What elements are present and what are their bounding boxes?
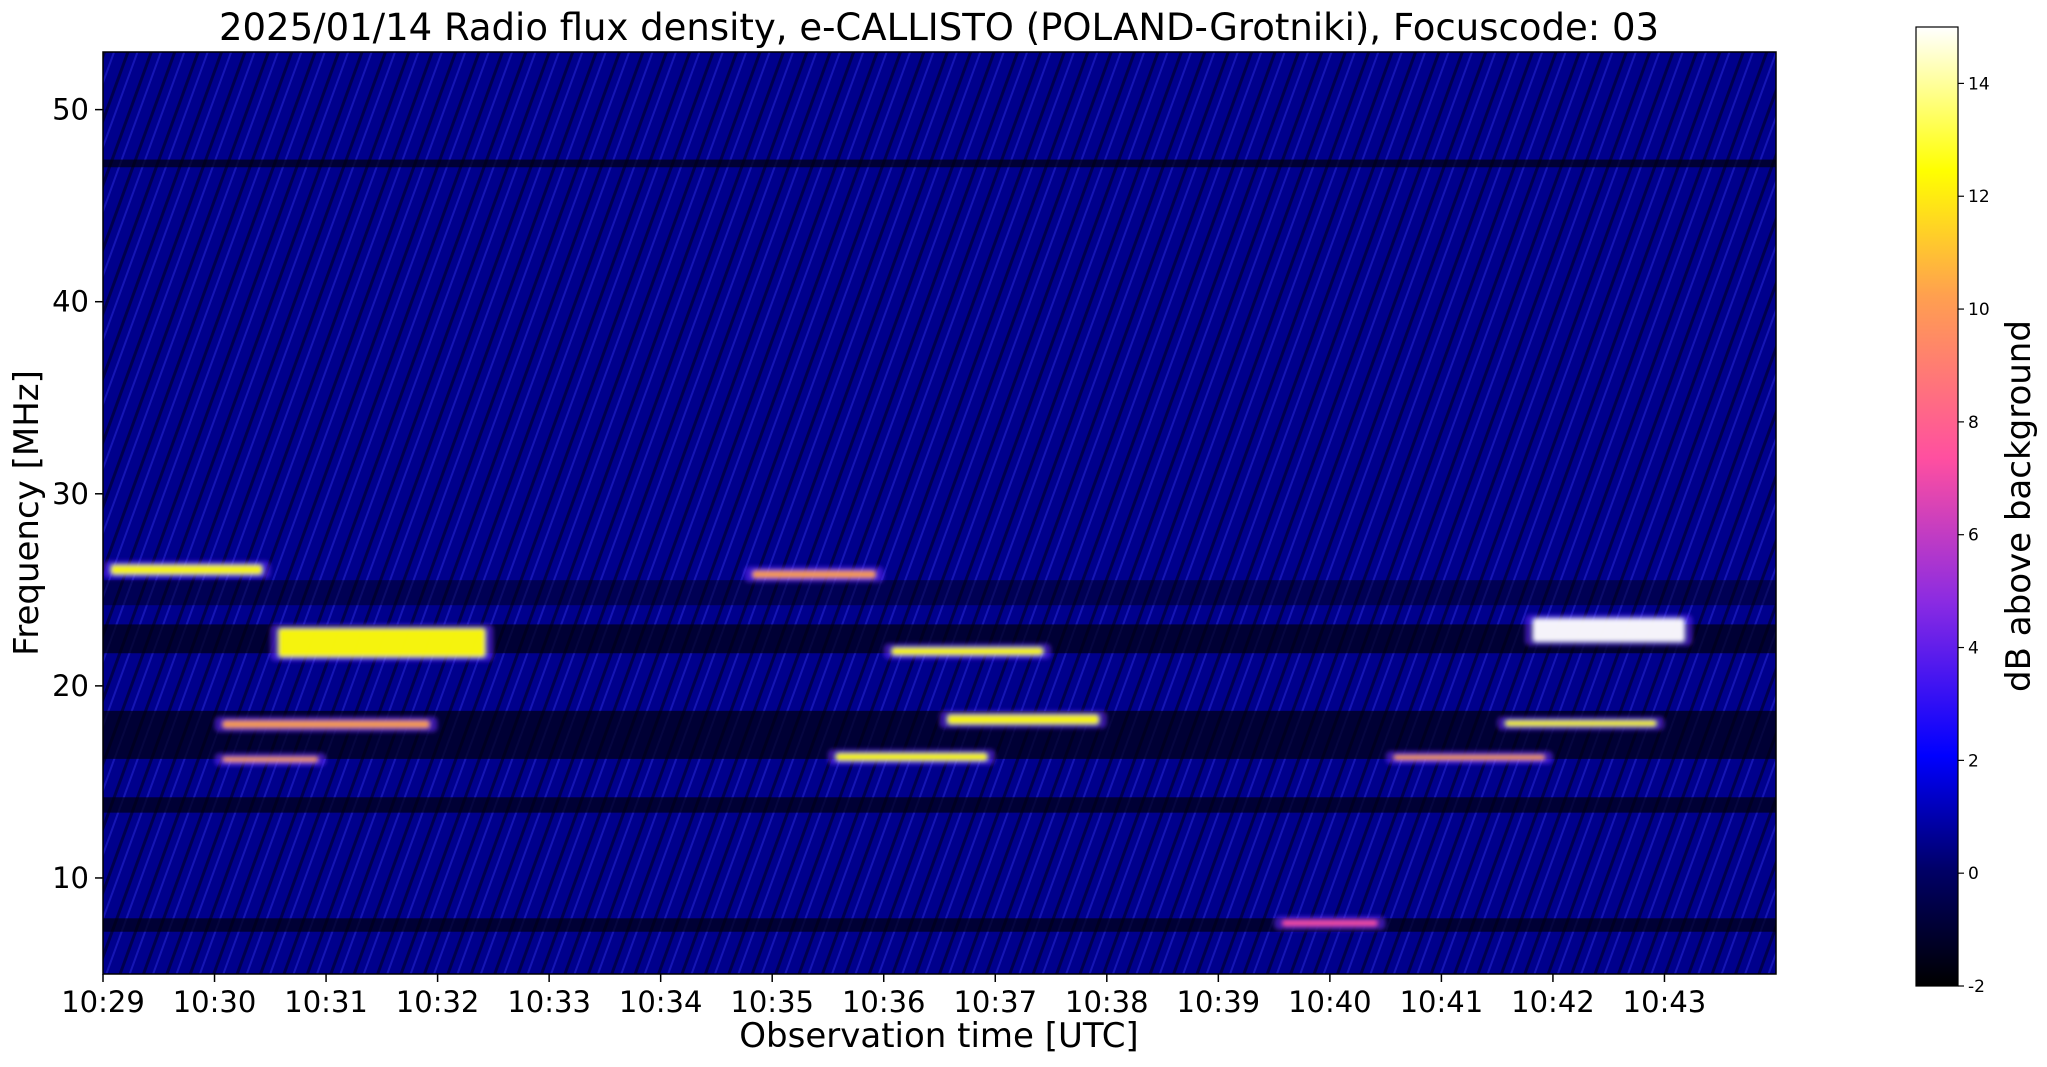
y-axis: 10 20 30 40 50 bbox=[52, 93, 103, 895]
emission-band bbox=[1505, 720, 1657, 727]
emission-band bbox=[947, 714, 1099, 725]
y-tick-label: 50 bbox=[52, 93, 89, 127]
y-tick-label: 20 bbox=[52, 669, 89, 703]
x-tick-label: 10:42 bbox=[1511, 985, 1595, 1019]
x-tick-label: 10:31 bbox=[284, 985, 368, 1019]
emission-band bbox=[891, 647, 1044, 656]
emission-band bbox=[278, 628, 486, 658]
x-axis-label: Observation time [UTC] bbox=[739, 1016, 1138, 1056]
emission-band bbox=[111, 564, 263, 575]
x-tick-label: 10:37 bbox=[953, 985, 1037, 1019]
x-tick-label: 10:35 bbox=[730, 985, 814, 1019]
colorbar-ticks: -2 0 2 4 6 8 10 12 14 bbox=[1958, 74, 1990, 997]
colorbar-tick-label: 12 bbox=[1968, 187, 1990, 207]
dark-lane bbox=[103, 580, 1776, 606]
x-tick-label: 10:40 bbox=[1288, 985, 1372, 1019]
x-tick-label: 10:30 bbox=[173, 985, 257, 1019]
colorbar-tick-label: 6 bbox=[1968, 526, 1979, 546]
x-tick-label: 10:33 bbox=[507, 985, 591, 1019]
x-tick-label: 10:43 bbox=[1623, 985, 1707, 1019]
colorbar-tick-label: 14 bbox=[1968, 74, 1990, 94]
plot-frame bbox=[102, 51, 1777, 975]
y-tick-label: 40 bbox=[52, 285, 89, 319]
dark-lane bbox=[103, 797, 1776, 813]
x-axis: 10:29 10:30 10:31 10:32 10:33 10:34 10:35 10:36… bbox=[61, 974, 1706, 1019]
spectrogram-texture bbox=[103, 52, 1776, 974]
x-tick-label: 10:34 bbox=[619, 985, 703, 1019]
emission-band bbox=[752, 570, 876, 579]
emission-band bbox=[1282, 920, 1378, 926]
colorbar-tick-label: 4 bbox=[1968, 639, 1979, 659]
dark-lanes bbox=[103, 159, 1776, 932]
colorbar-tick-label: 8 bbox=[1968, 413, 1979, 433]
colorbar-gradient bbox=[1915, 26, 1959, 987]
dark-lane bbox=[103, 918, 1776, 932]
x-tick-label: 10:39 bbox=[1177, 985, 1261, 1019]
x-tick-label: 10:36 bbox=[842, 985, 926, 1019]
y-tick-label: 10 bbox=[52, 861, 89, 895]
y-tick-label: 30 bbox=[52, 477, 89, 511]
colorbar-tick-label: -2 bbox=[1968, 977, 1985, 997]
x-tick-label: 10:38 bbox=[1065, 985, 1149, 1019]
emission-band bbox=[1533, 618, 1685, 642]
chart-title: 2025/01/14 Radio flux density, e-CALLIST… bbox=[219, 6, 1659, 49]
dark-lane bbox=[103, 159, 1776, 168]
colorbar-tick-label: 10 bbox=[1968, 300, 1990, 320]
x-tick-label: 10:41 bbox=[1400, 985, 1484, 1019]
colorbar-label: dB above background bbox=[1999, 320, 2039, 692]
emission-band bbox=[222, 720, 430, 729]
emission-bands bbox=[103, 560, 1693, 930]
colorbar-tick-label: 2 bbox=[1968, 751, 1979, 771]
colorbar: -2 0 2 4 6 8 10 12 14 dB above background bbox=[1915, 26, 2039, 997]
x-tick-label: 10:29 bbox=[61, 985, 145, 1019]
emission-band bbox=[1393, 755, 1545, 761]
y-axis-label: Frequency [MHz] bbox=[7, 370, 47, 656]
colorbar-tick-label: 0 bbox=[1968, 864, 1979, 884]
emission-band bbox=[222, 756, 319, 762]
x-tick-label: 10:32 bbox=[396, 985, 480, 1019]
plot-area bbox=[102, 51, 1777, 975]
emission-band bbox=[835, 753, 988, 761]
